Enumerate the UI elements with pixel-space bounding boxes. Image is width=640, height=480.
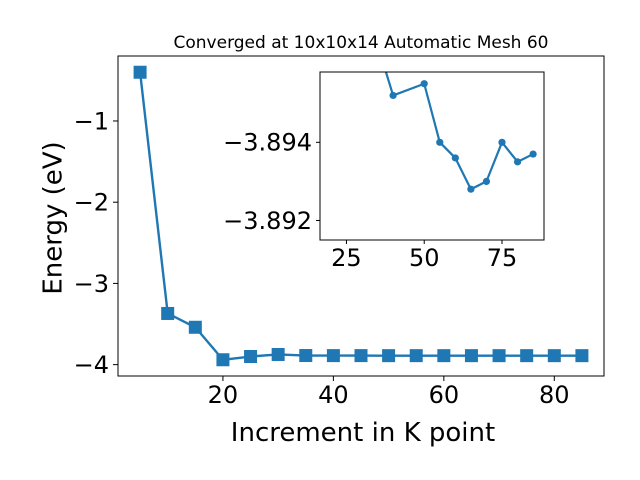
data-point bbox=[492, 349, 506, 363]
data-point bbox=[436, 138, 444, 146]
data-point bbox=[575, 349, 589, 363]
axes-frame bbox=[319, 71, 545, 241]
y-tick-label: −3.892 bbox=[223, 207, 312, 235]
series-group bbox=[384, 72, 537, 193]
x-tick-label: 20 bbox=[208, 381, 239, 409]
series-group bbox=[133, 65, 589, 367]
series-line bbox=[384, 72, 534, 191]
data-point bbox=[498, 138, 506, 146]
x-tick-label: 60 bbox=[429, 381, 460, 409]
x-axis-label: Increment in K point bbox=[231, 418, 495, 448]
data-point bbox=[420, 80, 428, 88]
y-tick-label: −4 bbox=[74, 351, 109, 379]
y-tick-label: −3.894 bbox=[223, 129, 312, 157]
data-point bbox=[188, 320, 202, 334]
data-point bbox=[382, 349, 396, 363]
data-point bbox=[244, 350, 258, 364]
data-point bbox=[513, 158, 522, 166]
x-tick-label: 80 bbox=[539, 381, 570, 409]
plot-area bbox=[320, 72, 544, 240]
data-point bbox=[464, 349, 478, 363]
y-tick-label: −1 bbox=[74, 107, 109, 135]
y-axis-label: Energy (eV) bbox=[39, 141, 69, 294]
data-point bbox=[354, 349, 368, 363]
data-point bbox=[389, 91, 397, 100]
data-point bbox=[161, 306, 175, 320]
data-point bbox=[437, 349, 451, 363]
data-point bbox=[529, 150, 537, 158]
data-point bbox=[409, 349, 423, 363]
x-tick-label: 40 bbox=[318, 381, 349, 409]
x-tick-label: 25 bbox=[331, 244, 362, 272]
data-point bbox=[451, 154, 459, 162]
data-point bbox=[271, 347, 285, 361]
chart-title: Converged at 10x10x14 Automatic Mesh 60 bbox=[174, 33, 549, 53]
x-tick-label: 50 bbox=[409, 244, 440, 272]
data-point bbox=[216, 353, 230, 367]
data-point bbox=[467, 185, 475, 193]
data-point bbox=[326, 349, 340, 363]
data-point bbox=[547, 349, 561, 363]
axes-frame bbox=[117, 55, 605, 377]
x-tick-label: 75 bbox=[487, 244, 518, 272]
data-point bbox=[482, 177, 491, 185]
data-point bbox=[520, 349, 534, 363]
y-tick-label: −2 bbox=[74, 189, 109, 217]
y-tick-label: −3 bbox=[74, 270, 109, 298]
data-point bbox=[299, 349, 313, 363]
data-point bbox=[133, 65, 147, 79]
inset-plot: 25 50 75 −3.894 −3.892 bbox=[223, 71, 545, 272]
